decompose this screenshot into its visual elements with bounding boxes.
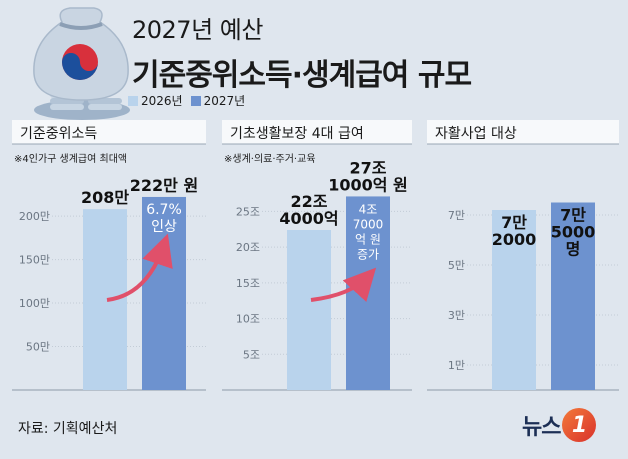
y-tick-label: 10조 [236,313,260,326]
legend-label-2027: 2027년 [203,94,246,108]
y-tick-label: 50만 [26,341,50,354]
panel-header-title: 기초생활보장 4대 급여 [230,126,364,142]
legend-item-2026: 2026년 [128,92,183,109]
bar-inner-label: 증가 [357,247,379,261]
bar-value-label: 2000 [492,230,537,249]
bar-inner-label: 억 원 [355,232,381,246]
bar-inner-label: 인상 [151,219,177,235]
bar-value-label: 222만 원 [130,176,198,195]
bar-2026 [83,209,127,390]
y-tick-label: 200만 [19,210,50,223]
bar-inner-label: 6.7% [146,202,182,218]
legend-swatch-2026 [128,95,138,106]
y-tick-label: 20조 [236,241,260,254]
bar-value-label: 22조 [291,192,328,211]
bar-inner-label: 4조 [359,202,378,216]
bar-2027 [346,196,390,390]
legend-item-2027: 2027년 [190,92,246,109]
bar-value-label: 명 [566,240,581,259]
panel-header-title: 기준중위소득 [20,126,97,142]
money-bag-icon [33,7,130,120]
increase-arrow [106,233,173,302]
panel-header-title: 자활사업 대상 [435,126,517,142]
legend: 2026년 2027년 [128,92,245,109]
y-tick-label: 7만 [448,209,465,222]
bar-value-label: 7만 [501,213,527,232]
bar-2026 [287,230,331,390]
y-tick-label: 5조 [243,348,260,361]
bar-value-label: 27조 [350,158,387,177]
chart-supertitle: 2027년 예산 [132,16,263,44]
y-tick-label: 5만 [448,259,465,272]
legend-label-2026: 2026년 [141,94,183,108]
bar-2026 [492,210,536,390]
chart-panel-1: 기준중위소득 ※4인가구 생계급여 최대액 50만 100만 150만 200만 208만2… [12,120,206,391]
news1-logo: 뉴스 1 [522,408,597,442]
bar-value-label: 5000 [551,223,596,242]
y-tick-label: 3만 [448,309,465,322]
panel-note: ※4인가구 생계급여 최대액 [14,153,127,165]
increase-arrow [310,267,377,302]
bar-value-label: 208만 [81,188,129,207]
legend-swatch-2027 [190,95,201,106]
chart-title: 기준중위소득·생계급여 규모 [132,58,472,93]
bar-inner-label: 7000 [353,217,384,231]
panel-header-bg [222,120,412,144]
panel-header-bg [427,120,619,144]
bar-2027 [551,202,595,390]
y-tick-label: 150만 [19,254,50,267]
bar-2027 [142,196,186,390]
bar-value-label: 1000억 원 [328,175,408,194]
y-tick-label: 15조 [236,277,260,290]
y-tick-label: 100만 [19,297,50,310]
logo-text: 뉴스 [522,415,561,440]
chart-panel-2: 기초생활보장 4대 급여 ※생계·의료·주거·교육 5조 10조 15조 20조 25조 22… [222,120,412,391]
bar-value-label: 7만 [560,206,586,225]
bar-value-label: 4000억 [279,209,338,228]
y-tick-label: 1만 [448,359,465,372]
y-tick-label: 25조 [236,205,260,218]
logo-mark: 1 [562,408,597,442]
source-note: 자료: 기획예산처 [18,421,118,437]
panel-note: ※생계·의료·주거·교육 [224,153,316,165]
